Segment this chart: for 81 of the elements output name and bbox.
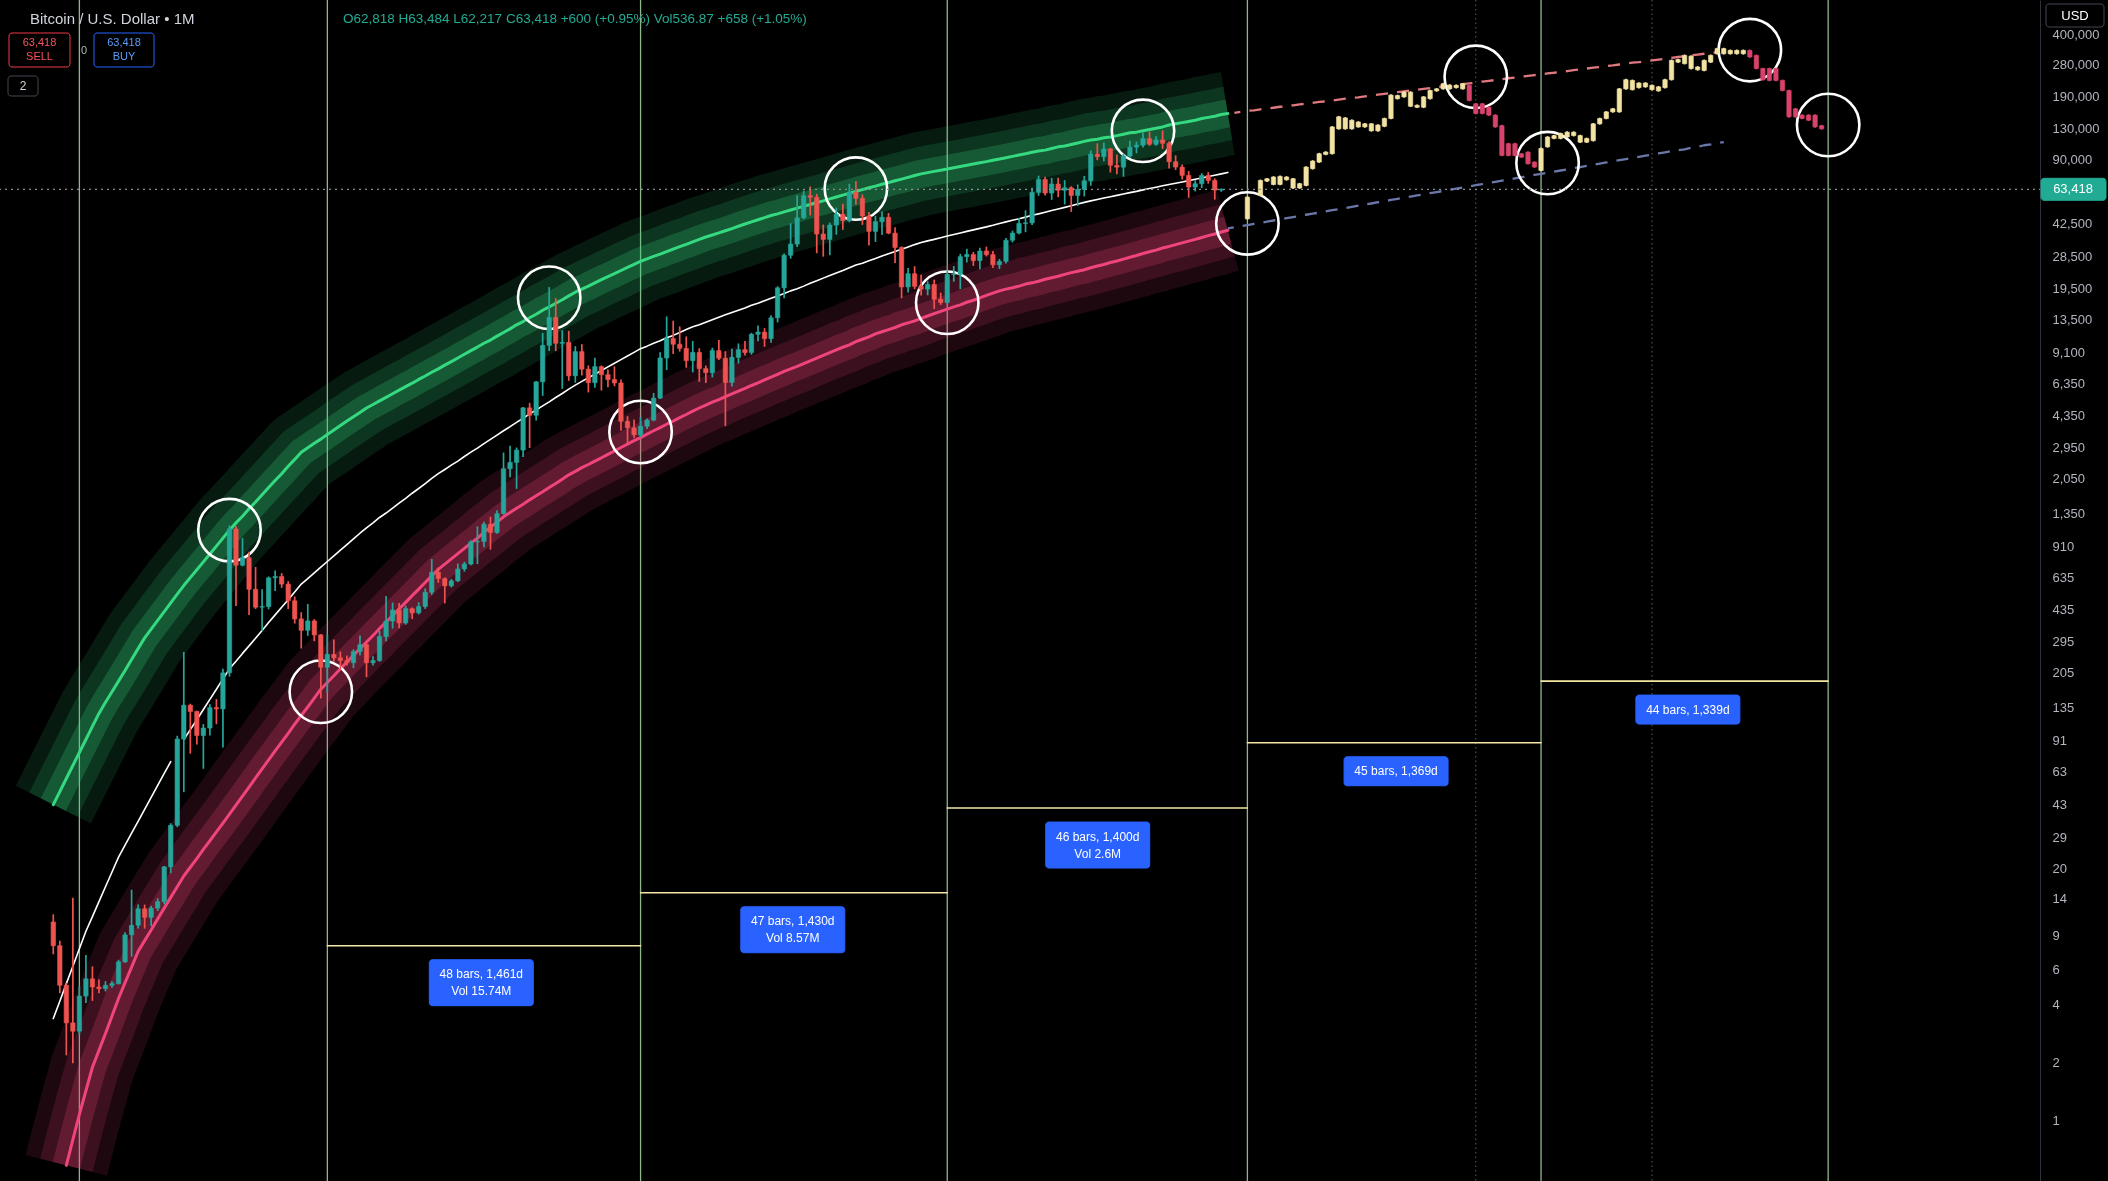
point xyxy=(288,659,354,725)
y-tick-label: 90,000 xyxy=(2052,152,2093,168)
annotation: 47 bars, 1,430d Vol 8.57M xyxy=(751,914,835,946)
y-tick-label: 28,500 xyxy=(2052,249,2093,265)
candlestick xyxy=(324,634,330,693)
y-tick-label: 280,000 xyxy=(2052,56,2100,72)
y-tick-label: 29 xyxy=(2052,829,2067,845)
point xyxy=(608,399,674,465)
ref-line-label: 63,418 xyxy=(2053,181,2093,197)
point xyxy=(1443,44,1509,110)
y-tick-label: 635 xyxy=(2052,569,2075,585)
annotation: 63,418 SELL xyxy=(22,36,57,62)
y-tick-label: 91 xyxy=(2052,733,2067,749)
annotation: 45 bars, 1,369d xyxy=(1354,764,1438,779)
y-tick-label: 205 xyxy=(2052,664,2075,680)
candlestick xyxy=(487,516,493,550)
candlestick xyxy=(709,347,715,378)
candlestick xyxy=(1068,186,1074,212)
candlestick xyxy=(977,247,983,270)
candlestick xyxy=(905,267,911,293)
candlestick xyxy=(559,330,565,389)
y-tick-label: 13,500 xyxy=(2052,312,2093,328)
text: 2 xyxy=(19,79,27,93)
point xyxy=(1515,130,1581,196)
point xyxy=(1717,17,1783,83)
candlestick xyxy=(1049,177,1055,200)
point xyxy=(1795,92,1861,158)
y-tick-label: 135 xyxy=(2052,700,2075,716)
line-series xyxy=(1226,141,1725,230)
candlestick xyxy=(305,604,311,636)
y-tick-label: 435 xyxy=(2052,601,2075,617)
point xyxy=(516,265,582,331)
y-tick-label: 1 xyxy=(2052,1113,2060,1129)
y-tick-label: 4,350 xyxy=(2052,407,2086,423)
text: USD xyxy=(2061,7,2089,23)
y-tick-label: 14 xyxy=(2052,891,2067,907)
y-tick-label: 6,350 xyxy=(2052,375,2086,391)
point xyxy=(1214,190,1280,256)
y-tick-label: 19,500 xyxy=(2052,281,2093,297)
point xyxy=(1110,98,1176,164)
y-tick-label: 295 xyxy=(2052,634,2075,650)
candlestick xyxy=(364,643,369,678)
candlestick xyxy=(1094,143,1100,161)
y-tick-label: 4 xyxy=(2052,996,2060,1012)
y-tick-label: 130,000 xyxy=(2052,121,2100,137)
candlestick xyxy=(742,340,748,356)
candlestick xyxy=(690,341,696,373)
y-tick-label: 9,100 xyxy=(2052,345,2086,361)
y-tick-label: 20 xyxy=(2052,861,2067,877)
annotation: 48 bars, 1,461d Vol 15.74M xyxy=(439,967,524,999)
candlestick xyxy=(1075,184,1081,206)
candlestick xyxy=(840,203,846,230)
y-tick-label: 2,050 xyxy=(2052,470,2086,486)
point xyxy=(914,270,980,336)
y-tick-label: 63 xyxy=(2052,764,2067,780)
text: Bitcoin / U.S. Dollar • 1M xyxy=(30,10,195,27)
y-tick-label: 2,950 xyxy=(2052,440,2086,456)
point xyxy=(823,156,889,222)
point xyxy=(196,497,262,563)
candlestick xyxy=(1062,180,1068,205)
y-tick-label: 9 xyxy=(2052,928,2060,944)
candlestick xyxy=(396,602,402,629)
candlestick xyxy=(527,402,533,449)
annotation: 44 bars, 1,339d xyxy=(1646,702,1730,717)
y-tick-label: 43 xyxy=(2052,796,2067,812)
candlestick xyxy=(213,699,219,725)
y-tick-label: 400,000 xyxy=(2052,26,2100,42)
annotation: 46 bars, 1,400d Vol 2.6M xyxy=(1056,829,1140,861)
y-tick-label: 42,500 xyxy=(2052,215,2093,231)
annotation: 0 xyxy=(80,44,88,56)
y-tick-label: 6 xyxy=(2052,962,2060,978)
y-tick-label: 910 xyxy=(2052,539,2075,555)
y-tick-label: 1,350 xyxy=(2052,506,2086,522)
candlestick xyxy=(240,538,246,567)
candlestick xyxy=(1244,196,1250,220)
candlestick xyxy=(142,904,148,929)
y-tick-label: 190,000 xyxy=(2052,89,2100,105)
candlestick xyxy=(592,357,598,388)
y-tick-label: 2 xyxy=(2052,1055,2060,1070)
annotation: 63,418 BUY xyxy=(107,36,141,62)
candlestick xyxy=(1538,147,1544,172)
